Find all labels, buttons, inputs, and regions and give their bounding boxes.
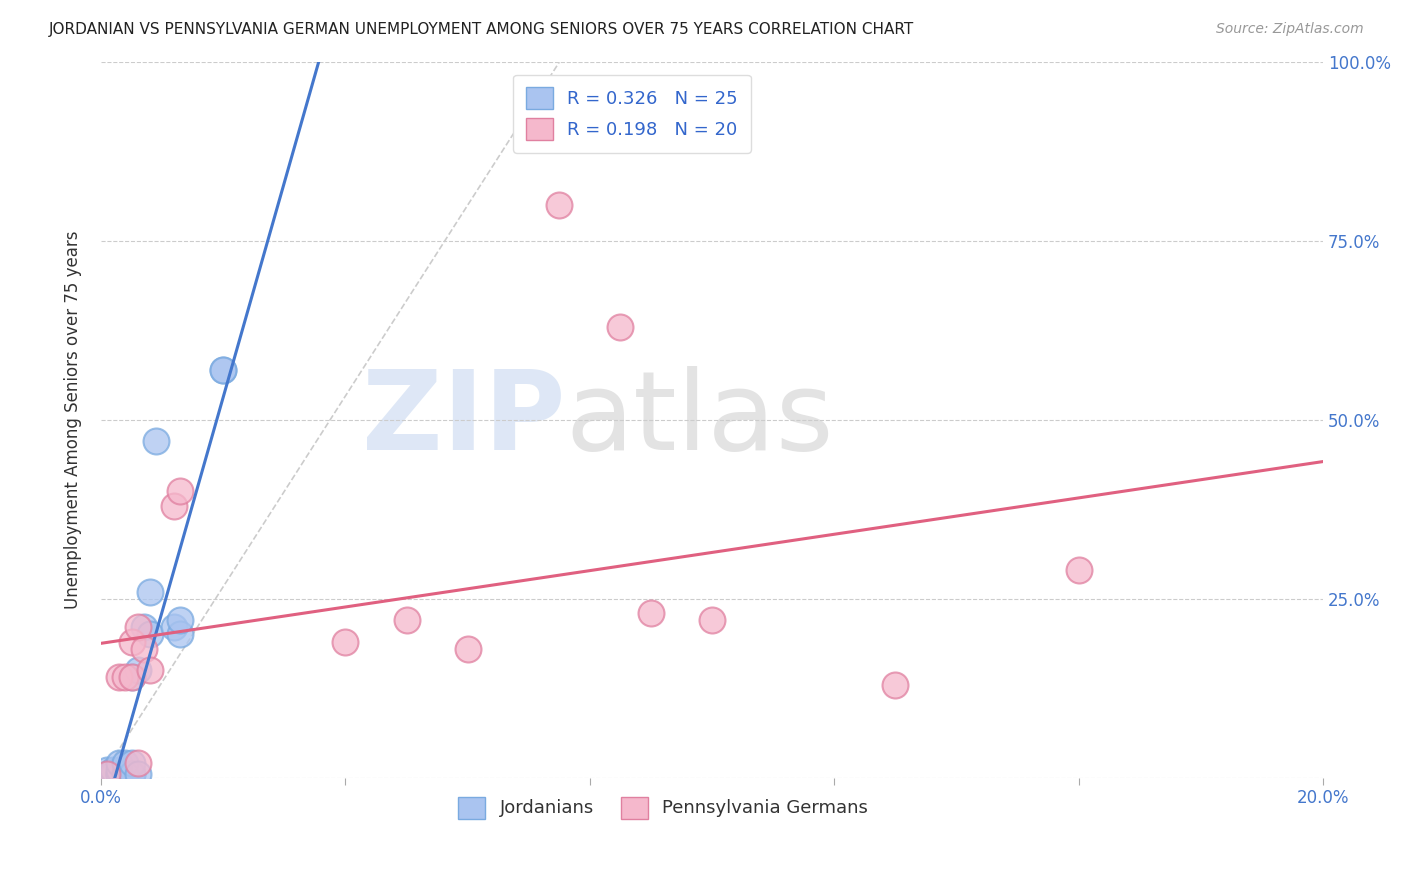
Y-axis label: Unemployment Among Seniors over 75 years: Unemployment Among Seniors over 75 years [65, 231, 82, 609]
Legend: Jordanians, Pennsylvania Germans: Jordanians, Pennsylvania Germans [451, 789, 876, 826]
Point [127, 756, 149, 771]
Point [121, 634, 143, 648]
Point [609, 319, 631, 334]
Point [96, 767, 118, 781]
Point [212, 363, 235, 377]
Point [139, 627, 162, 641]
Point [884, 677, 907, 691]
Point [108, 767, 131, 781]
Point [121, 670, 143, 684]
Point [145, 434, 167, 449]
Point [169, 484, 191, 499]
Point [121, 670, 143, 684]
Point [163, 499, 186, 513]
Point [121, 756, 143, 771]
Point [108, 670, 131, 684]
Text: Source: ZipAtlas.com: Source: ZipAtlas.com [1216, 22, 1364, 37]
Point [395, 613, 418, 627]
Point [132, 641, 155, 656]
Point [139, 663, 162, 677]
Point [121, 767, 143, 781]
Point [163, 620, 186, 634]
Text: JORDANIAN VS PENNSYLVANIA GERMAN UNEMPLOYMENT AMONG SENIORS OVER 75 YEARS CORREL: JORDANIAN VS PENNSYLVANIA GERMAN UNEMPLO… [49, 22, 914, 37]
Point [548, 198, 571, 212]
Point [169, 613, 191, 627]
Point [101, 767, 124, 781]
Point [212, 363, 235, 377]
Point [121, 767, 143, 781]
Text: atlas: atlas [565, 367, 834, 474]
Point [96, 767, 118, 781]
Point [108, 764, 131, 778]
Point [640, 606, 662, 620]
Point [114, 670, 136, 684]
Point [132, 620, 155, 634]
Point [101, 764, 124, 778]
Text: ZIP: ZIP [361, 367, 565, 474]
Point [108, 767, 131, 781]
Point [114, 756, 136, 771]
Point [114, 767, 136, 781]
Point [335, 634, 357, 648]
Point [1067, 563, 1090, 577]
Point [127, 620, 149, 634]
Point [127, 663, 149, 677]
Point [108, 756, 131, 771]
Point [127, 767, 149, 781]
Point [169, 627, 191, 641]
Point [700, 613, 723, 627]
Point [139, 584, 162, 599]
Point [96, 764, 118, 778]
Point [457, 641, 479, 656]
